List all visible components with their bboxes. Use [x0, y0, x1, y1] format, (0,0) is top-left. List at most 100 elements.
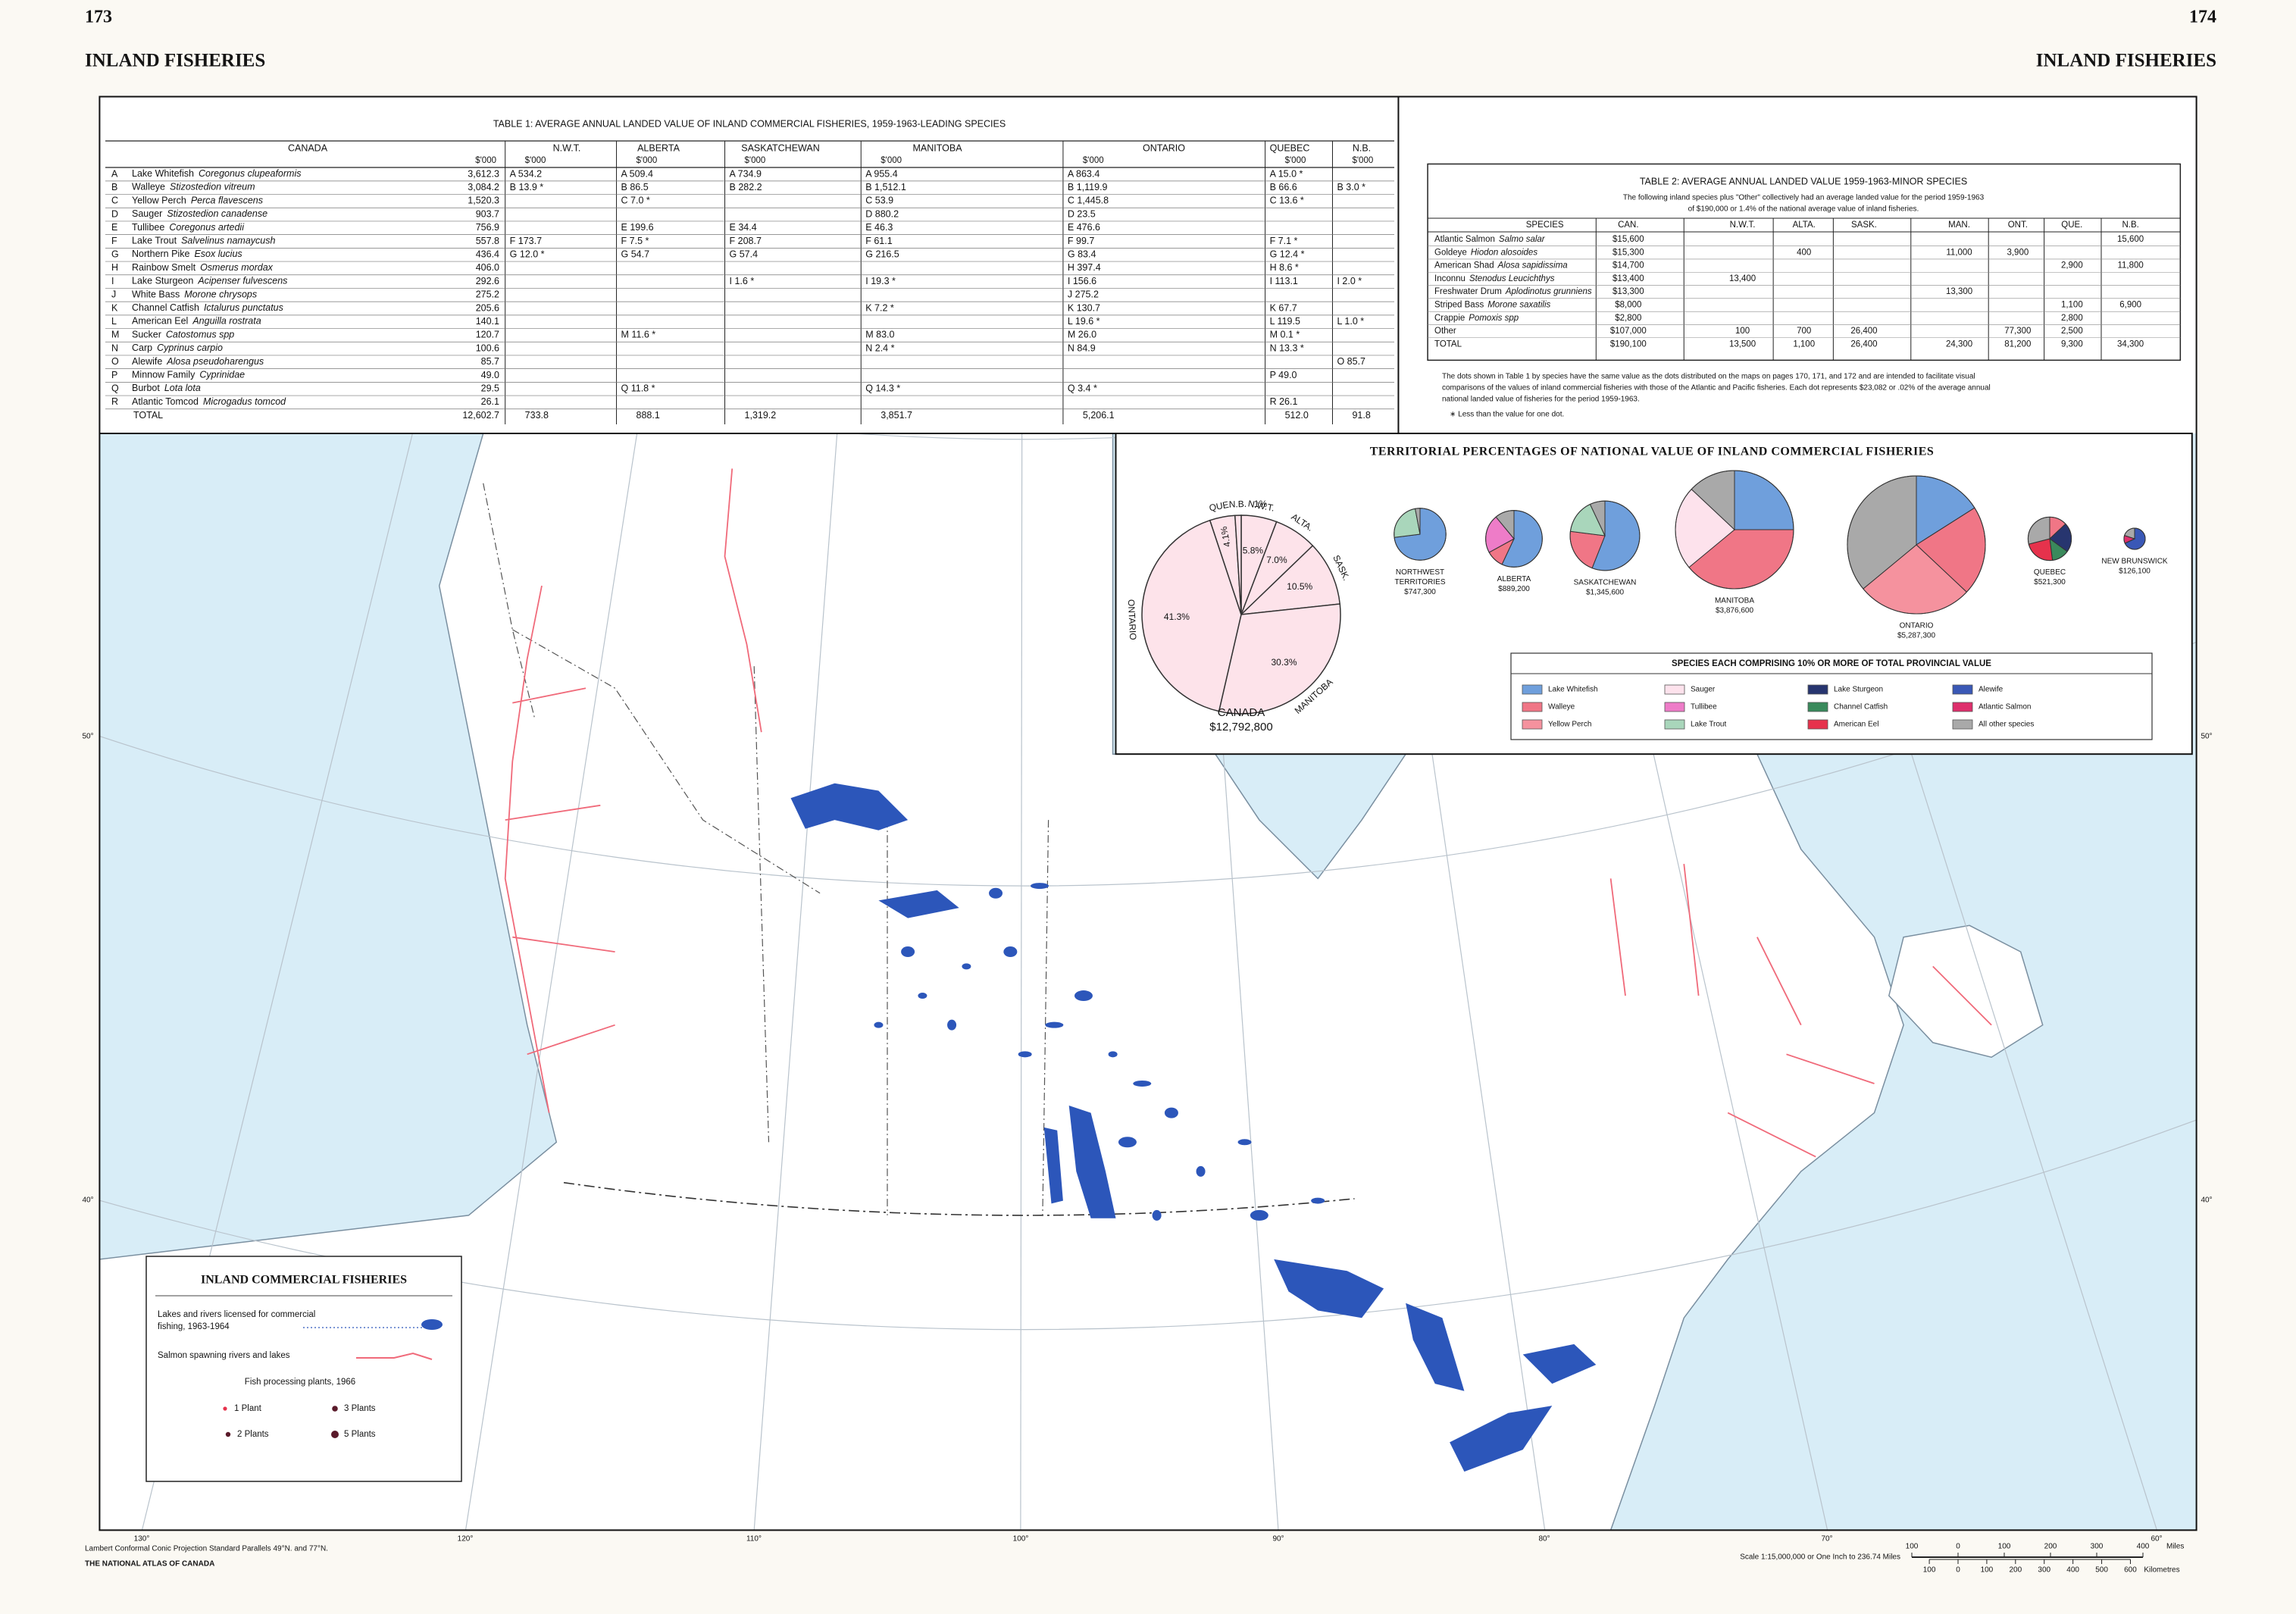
pie-size	[1569, 500, 1641, 571]
province-value: L 119.5	[1270, 316, 1300, 327]
value: 700	[1797, 327, 1811, 336]
canada-total: 12,602.7	[462, 410, 499, 421]
province-boundary	[483, 483, 535, 718]
lake	[1068, 1106, 1116, 1218]
column-header: SASK.	[1851, 221, 1877, 230]
value: $15,300	[1613, 248, 1644, 257]
species-common: Lake Whitefish	[132, 168, 194, 179]
species-latin: Stizostedion vitreum	[170, 182, 255, 192]
species-common: Goldeye	[1434, 248, 1467, 257]
species: Goldeye Hiodon alosoides	[1434, 248, 1537, 257]
scale-label: 600	[2124, 1566, 2137, 1575]
unit: $'000	[745, 156, 766, 165]
salmon-river	[1727, 1112, 1816, 1158]
value: $15,600	[1613, 235, 1644, 244]
salmon-river	[1756, 937, 1802, 1026]
pie-name: NEW BRUNSWICK	[2101, 558, 2168, 566]
province-value: A 955.4	[865, 168, 897, 179]
legend-swatch	[1522, 702, 1543, 712]
unit: $'000	[637, 156, 658, 165]
province-value: B 86.5	[621, 182, 649, 192]
pie-total: $747,300	[1404, 588, 1436, 596]
plant-symbol	[223, 1406, 227, 1411]
value: 77,300	[2004, 327, 2031, 336]
province-value: C 53.9	[865, 195, 893, 206]
pie-total: $12,792,800	[1209, 721, 1272, 733]
pie-value: 5.8%	[1243, 545, 1264, 555]
province-value: K 7.2 *	[865, 302, 894, 313]
value: 13,300	[1946, 287, 1972, 296]
province-value: E 46.3	[865, 222, 893, 233]
scale-label: 0	[1956, 1566, 1960, 1575]
species-legend-box	[1510, 652, 2153, 740]
meridian	[753, 433, 838, 1531]
pie-total: $126,100	[2119, 568, 2151, 576]
legend-swatch	[1952, 719, 1973, 730]
column-header: CAN.	[1618, 221, 1638, 230]
species-common: Minnow Family	[132, 370, 196, 380]
province-value: C 1,445.8	[1068, 195, 1109, 206]
legend-swatch	[1522, 684, 1543, 695]
legend-item: 2 Plants	[237, 1430, 269, 1439]
value: 1,100	[2061, 301, 2083, 310]
row-letter: E	[111, 222, 117, 233]
species-latin: Anguilla rostrata	[192, 316, 261, 327]
province-total: 5,206.1	[1083, 410, 1115, 421]
province-value: F 61.1	[865, 236, 892, 246]
table2-box	[1427, 163, 2182, 361]
species-common: Channel Catfish	[132, 302, 199, 313]
note: comparisons of the values of inland comm…	[1442, 384, 1991, 393]
column-header: ALBERTA	[637, 142, 680, 153]
species-latin: Aplodinotus grunniens	[1505, 287, 1592, 296]
salmon-river	[1609, 878, 1626, 996]
latitude-label: 50°	[2201, 733, 2212, 741]
pie-total: $889,200	[1498, 585, 1530, 593]
lake	[790, 783, 909, 830]
scale-label: 500	[2095, 1566, 2108, 1575]
longitude-label: 90°	[1272, 1535, 1284, 1544]
projection-note: Lambert Conformal Conic Projection Stand…	[85, 1545, 328, 1553]
pie-name: QUEBEC	[2034, 568, 2066, 577]
column-header: QUE.	[2061, 221, 2082, 230]
value: 11,000	[1946, 248, 1972, 257]
map-legend-box	[145, 1256, 462, 1482]
lake	[1450, 1406, 1553, 1472]
meridian	[1020, 433, 1023, 1531]
species: Lake Sturgeon Acipenser fulvescens	[132, 276, 287, 286]
species: Lake Trout Salvelinus namaycush	[132, 236, 275, 246]
column-header: N.B.	[2122, 221, 2138, 230]
canada-value: 85.7	[481, 356, 499, 367]
province-boundary	[512, 629, 821, 894]
scale-unit: Miles	[2166, 1543, 2184, 1551]
land	[99, 433, 1904, 1531]
unit: $'000	[1352, 156, 1373, 165]
total-value: 34,300	[2117, 339, 2144, 349]
pie-slice	[1239, 545, 1341, 615]
pie-total: $521,300	[2034, 578, 2066, 586]
species-latin: Morone chrysops	[184, 289, 257, 300]
species: Atlantic Tomcod Microgadus tomcod	[132, 396, 286, 407]
small-lake	[1003, 946, 1018, 958]
species-latin: Morone saxatilis	[1487, 301, 1550, 310]
species-latin: Salmo salar	[1499, 235, 1546, 244]
pie-total: $1,345,600	[1586, 589, 1624, 597]
salmon-symbol	[356, 1352, 433, 1360]
province-total: 91.8	[1352, 410, 1370, 421]
species-common: Crappie	[1434, 314, 1465, 323]
small-lake	[1031, 883, 1049, 890]
lake	[1043, 1127, 1063, 1204]
canada-value: 436.4	[476, 249, 499, 259]
province-value: K 130.7	[1068, 302, 1100, 313]
small-lake	[1250, 1209, 1268, 1221]
longitude-label: 80°	[1538, 1535, 1550, 1544]
province-value: Q 14.3 *	[865, 383, 900, 393]
species: Minnow Family Cyprinidae	[132, 370, 245, 380]
lake	[1274, 1259, 1384, 1318]
pie-name: CANADA	[1218, 706, 1265, 719]
province-value: D 880.2	[865, 208, 899, 219]
province-value: N 13.3 *	[1270, 343, 1304, 353]
row-letter: H	[111, 262, 118, 273]
small-lake	[989, 887, 1003, 899]
value: 13,400	[1729, 274, 1756, 283]
small-lake	[1118, 1137, 1137, 1148]
